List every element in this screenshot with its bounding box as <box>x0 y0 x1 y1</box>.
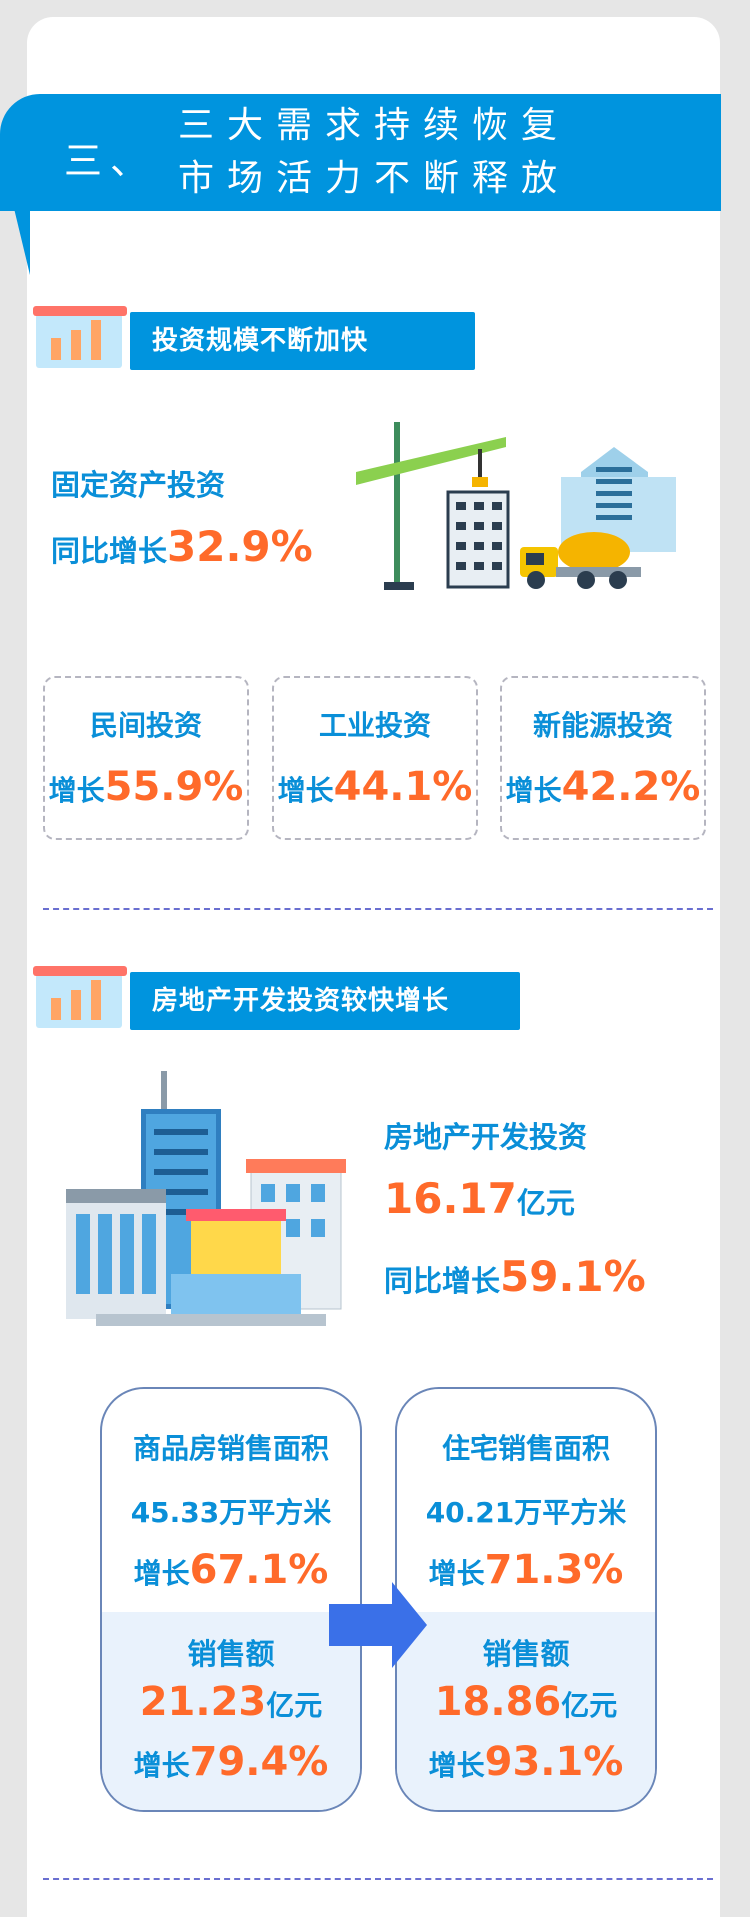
fixed-asset-growth: 32.9% <box>167 522 313 571</box>
dashed-divider <box>43 908 713 910</box>
industrial-investment-card: 工业投资 增长44.1% <box>272 676 478 840</box>
real-estate-investment-label: 房地产开发投资 <box>384 1120 588 1154</box>
arrow-right-icon <box>329 1582 427 1668</box>
fixed-asset-label: 固定资产投资 <box>51 468 226 502</box>
banner-title-line1: 三大需求持续恢复 <box>178 105 571 146</box>
amount-unit: 亿元 <box>516 1186 575 1220</box>
growth-prefix: 同比增长 <box>51 534 168 568</box>
commercial-housing-sales-box: 商品房销售面积 45.33万平方米 增长67.1% 销售额 21.23亿元 增长… <box>100 1387 362 1812</box>
bar-chart-icon <box>33 306 127 368</box>
section-title-investment: 投资规模不断加快 <box>130 312 475 370</box>
growth-prefix: 同比增长 <box>384 1264 501 1298</box>
residential-sales-box: 住宅销售面积 40.21万平方米 增长71.3% 销售额 18.86亿元 增长9… <box>395 1387 657 1812</box>
private-investment-card: 民间投资 增长55.9% <box>43 676 249 840</box>
dashed-divider <box>43 1878 713 1880</box>
construction-illustration <box>356 422 676 590</box>
new-energy-investment-card: 新能源投资 增长42.2% <box>500 676 706 840</box>
banner-number: 三、 <box>64 139 157 183</box>
section-title-real-estate: 房地产开发投资较快增长 <box>130 972 520 1030</box>
banner-tail <box>0 150 30 275</box>
real-estate-growth: 59.1% <box>500 1252 646 1301</box>
real-estate-amount: 16.17 <box>384 1174 517 1223</box>
buildings-illustration <box>66 1071 346 1326</box>
banner-title-line2: 市场活力不断释放 <box>178 158 571 199</box>
bar-chart-icon <box>33 966 127 1028</box>
section-banner <box>0 94 721 211</box>
